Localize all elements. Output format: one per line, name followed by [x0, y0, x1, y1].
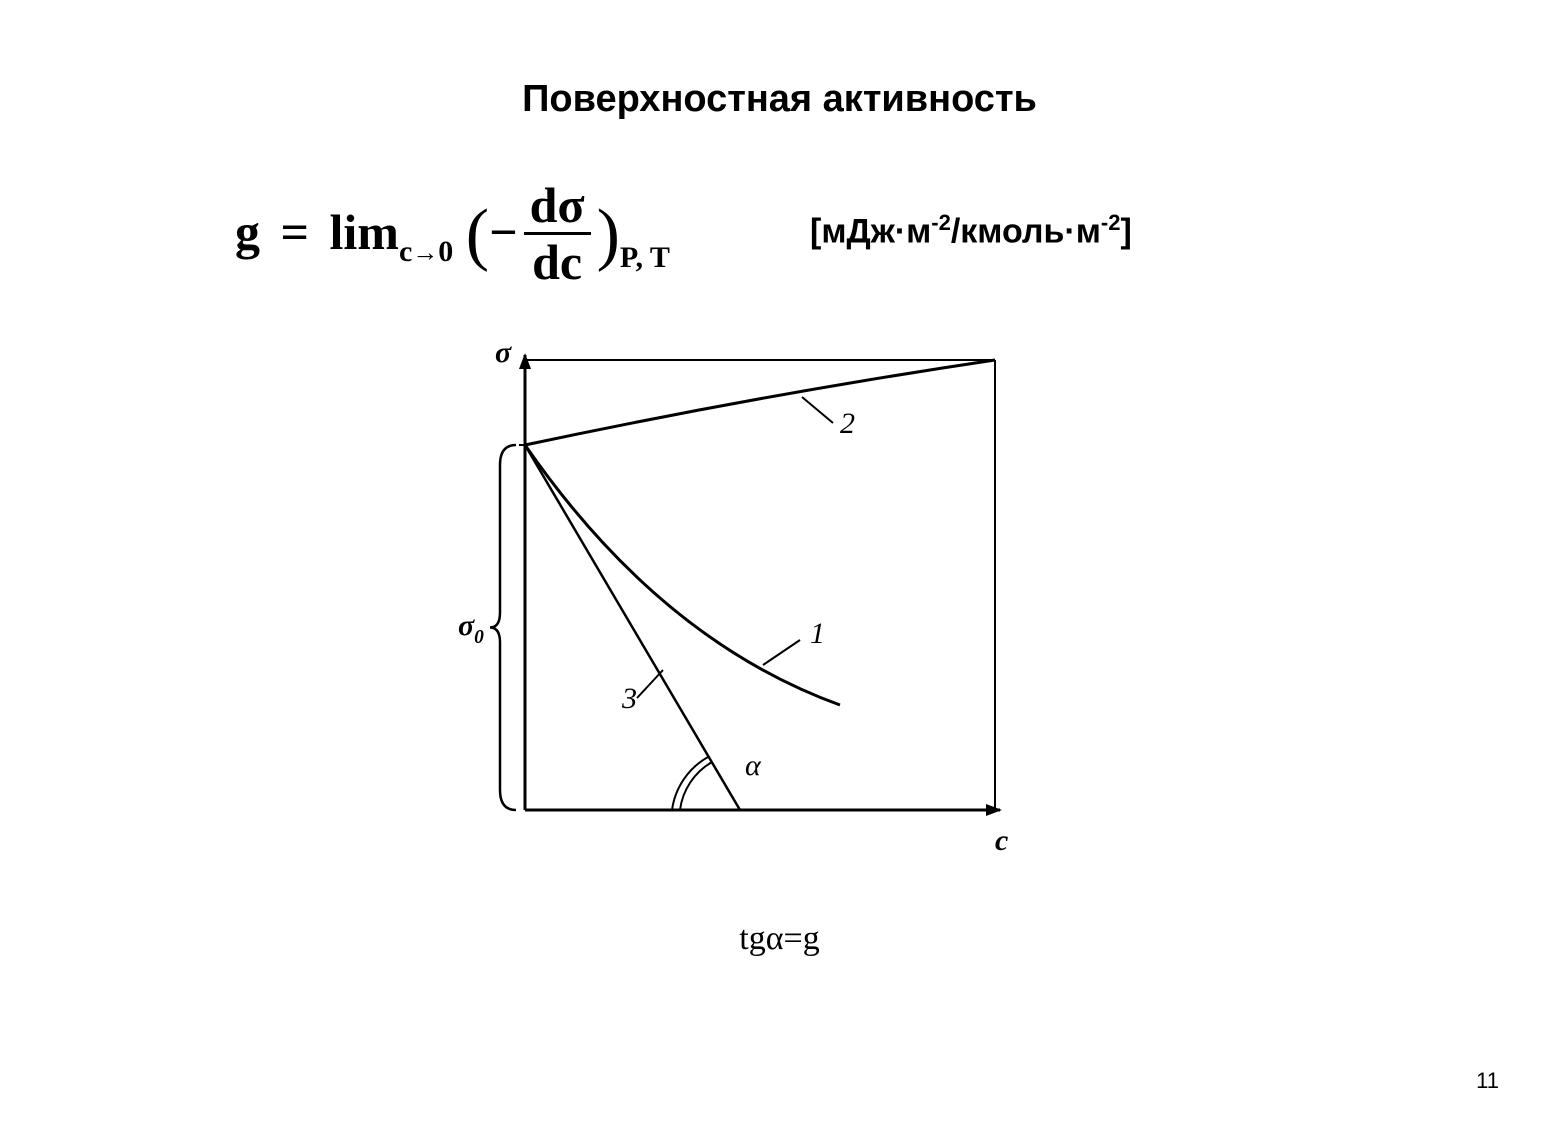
- chart-svg: σ σ0 c 1 2 3 α: [440, 340, 1040, 910]
- formula-fraction: dσ dc: [524, 180, 591, 287]
- svg-text:α: α: [745, 749, 762, 782]
- svg-text:σ0: σ0: [458, 609, 484, 648]
- page-number: 11: [1476, 1068, 1499, 1094]
- formula-close-paren: ): [597, 196, 620, 273]
- svg-text:c: c: [995, 824, 1008, 857]
- formula-subscript: P, T: [620, 241, 670, 274]
- formula-numerator: dσ: [524, 180, 591, 235]
- formula-open-paren: (: [466, 196, 489, 273]
- formula-lhs: g: [235, 204, 260, 260]
- formula-denominator: dc: [524, 235, 591, 287]
- formula-lim: lim: [330, 204, 399, 260]
- formula-eq: =: [281, 204, 310, 260]
- page-title: Поверхностная активность: [0, 78, 1559, 121]
- chart-container: σ σ0 c 1 2 3 α: [440, 340, 1040, 910]
- formula-lim-sub: c→0: [399, 235, 453, 268]
- svg-text:1: 1: [810, 617, 825, 650]
- units-label: [мДж·м-2/кмоль·м-2]: [810, 210, 1132, 251]
- svg-text:3: 3: [621, 682, 637, 715]
- svg-text:2: 2: [840, 407, 855, 440]
- formula: g = limc→0 (− dσ dc )P, T: [235, 180, 670, 287]
- formula-minus: −: [489, 204, 518, 260]
- chart-caption: tgα=g: [0, 920, 1559, 958]
- svg-text:σ: σ: [495, 340, 512, 369]
